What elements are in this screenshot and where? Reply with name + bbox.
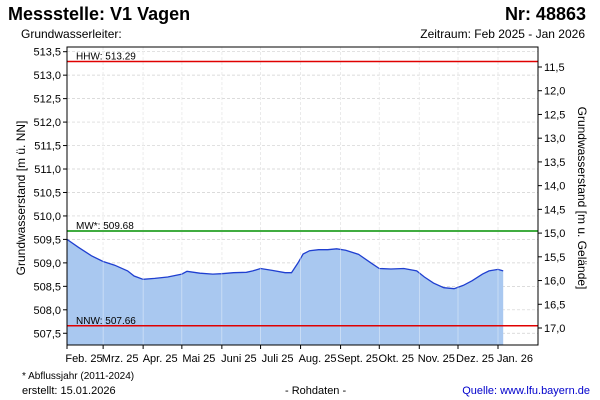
y-tick-label: 511,0 bbox=[34, 164, 61, 176]
y2-tick-label: 15,5 bbox=[544, 252, 565, 264]
x-tick-label: Dez. 25 bbox=[456, 353, 494, 365]
y-tick-label: 513,5 bbox=[33, 47, 61, 59]
y-axis-title: Grundwasserstand [m ü. NN] bbox=[14, 121, 28, 276]
y2-tick-label: 11,5 bbox=[544, 62, 565, 74]
y-tick-label: 512,0 bbox=[33, 117, 61, 129]
y2-axis-title: Grundwasserstand [m u. Gelände] bbox=[575, 107, 589, 290]
y2-tick-label: 15,0 bbox=[544, 228, 565, 240]
plot-frame bbox=[66, 46, 539, 346]
x-tick-label: Okt. 25 bbox=[379, 353, 414, 365]
x-tick-label: Mrz. 25 bbox=[102, 353, 139, 365]
right-y-axis: 11,5 12,0 12,5 13,0 13,5 14,0 14,5 15,0 15,5 16,0… bbox=[538, 62, 565, 335]
aquifer-label: Grundwasserleiter: bbox=[21, 27, 122, 41]
created-date: erstellt: 15.01.2026 bbox=[22, 385, 116, 397]
y-tick-label: 508,5 bbox=[33, 281, 61, 293]
x-tick-label: Sept. 25 bbox=[337, 353, 378, 365]
source-link[interactable]: Quelle: www.lfu.bayern.de bbox=[462, 385, 590, 397]
y2-tick-label: 12,0 bbox=[544, 86, 565, 98]
groundwater-area bbox=[67, 239, 504, 345]
reference-label-hhw: HHW: 513.29 bbox=[76, 52, 136, 63]
reference-lines: HHW: 513.29 MW*: 509.68 NNW: 507.66 bbox=[67, 52, 538, 327]
y2-tick-label: 14,5 bbox=[544, 204, 565, 216]
x-tick-label: Jan. 26 bbox=[497, 353, 533, 365]
y2-tick-label: 13,0 bbox=[544, 133, 565, 145]
y2-tick-label: 16,5 bbox=[544, 299, 565, 311]
left-y-axis: 507,5 508,0 508,5 509,0 509,5 510,0 510,5 511,0… bbox=[33, 47, 67, 340]
y-tick-label: 510,0 bbox=[33, 211, 61, 223]
y-tick-label: 508,0 bbox=[33, 305, 61, 317]
x-tick-label: Mai 25 bbox=[182, 353, 215, 365]
period-label: Zeitraum: Feb 2025 - Jan 2026 bbox=[420, 27, 585, 41]
reference-label-mw: MW*: 509.68 bbox=[76, 221, 134, 232]
y-tick-label: 511,5 bbox=[34, 141, 61, 153]
reference-label-nnw: NNW: 507.66 bbox=[76, 316, 136, 327]
footnote: * Abflussjahr (2011-2024) bbox=[22, 371, 135, 382]
y-tick-label: 513,0 bbox=[33, 70, 61, 82]
y2-tick-label: 13,5 bbox=[544, 157, 565, 169]
station-title: Messstelle: V1 Vagen bbox=[8, 4, 191, 24]
x-tick-label: Juni 25 bbox=[221, 353, 256, 365]
y-tick-label: 509,5 bbox=[33, 234, 61, 246]
y2-tick-label: 14,0 bbox=[544, 181, 565, 193]
station-number: Nr: 48863 bbox=[504, 4, 586, 24]
y-tick-label: 507,5 bbox=[33, 328, 61, 340]
x-tick-label: Nov. 25 bbox=[418, 353, 455, 365]
y2-tick-label: 16,0 bbox=[544, 276, 565, 288]
x-tick-label: Feb. 25 bbox=[65, 353, 102, 365]
y-tick-label: 509,0 bbox=[33, 258, 61, 270]
y-tick-label: 510,5 bbox=[33, 187, 61, 199]
groundwater-line bbox=[66, 238, 504, 290]
y2-tick-label: 17,0 bbox=[544, 323, 565, 335]
x-tick-label: Juli 25 bbox=[262, 353, 294, 365]
y2-tick-label: 12,5 bbox=[544, 109, 565, 121]
x-tick-label: Aug. 25 bbox=[299, 353, 337, 365]
x-tick-label: Apr. 25 bbox=[143, 353, 178, 365]
x-axis: Feb. 25 Mrz. 25 Apr. 25 Mai 25 Juni 25 Juli 2… bbox=[65, 345, 533, 365]
raw-data-note: - Rohdaten - bbox=[285, 385, 347, 397]
y-tick-label: 512,5 bbox=[33, 94, 61, 106]
